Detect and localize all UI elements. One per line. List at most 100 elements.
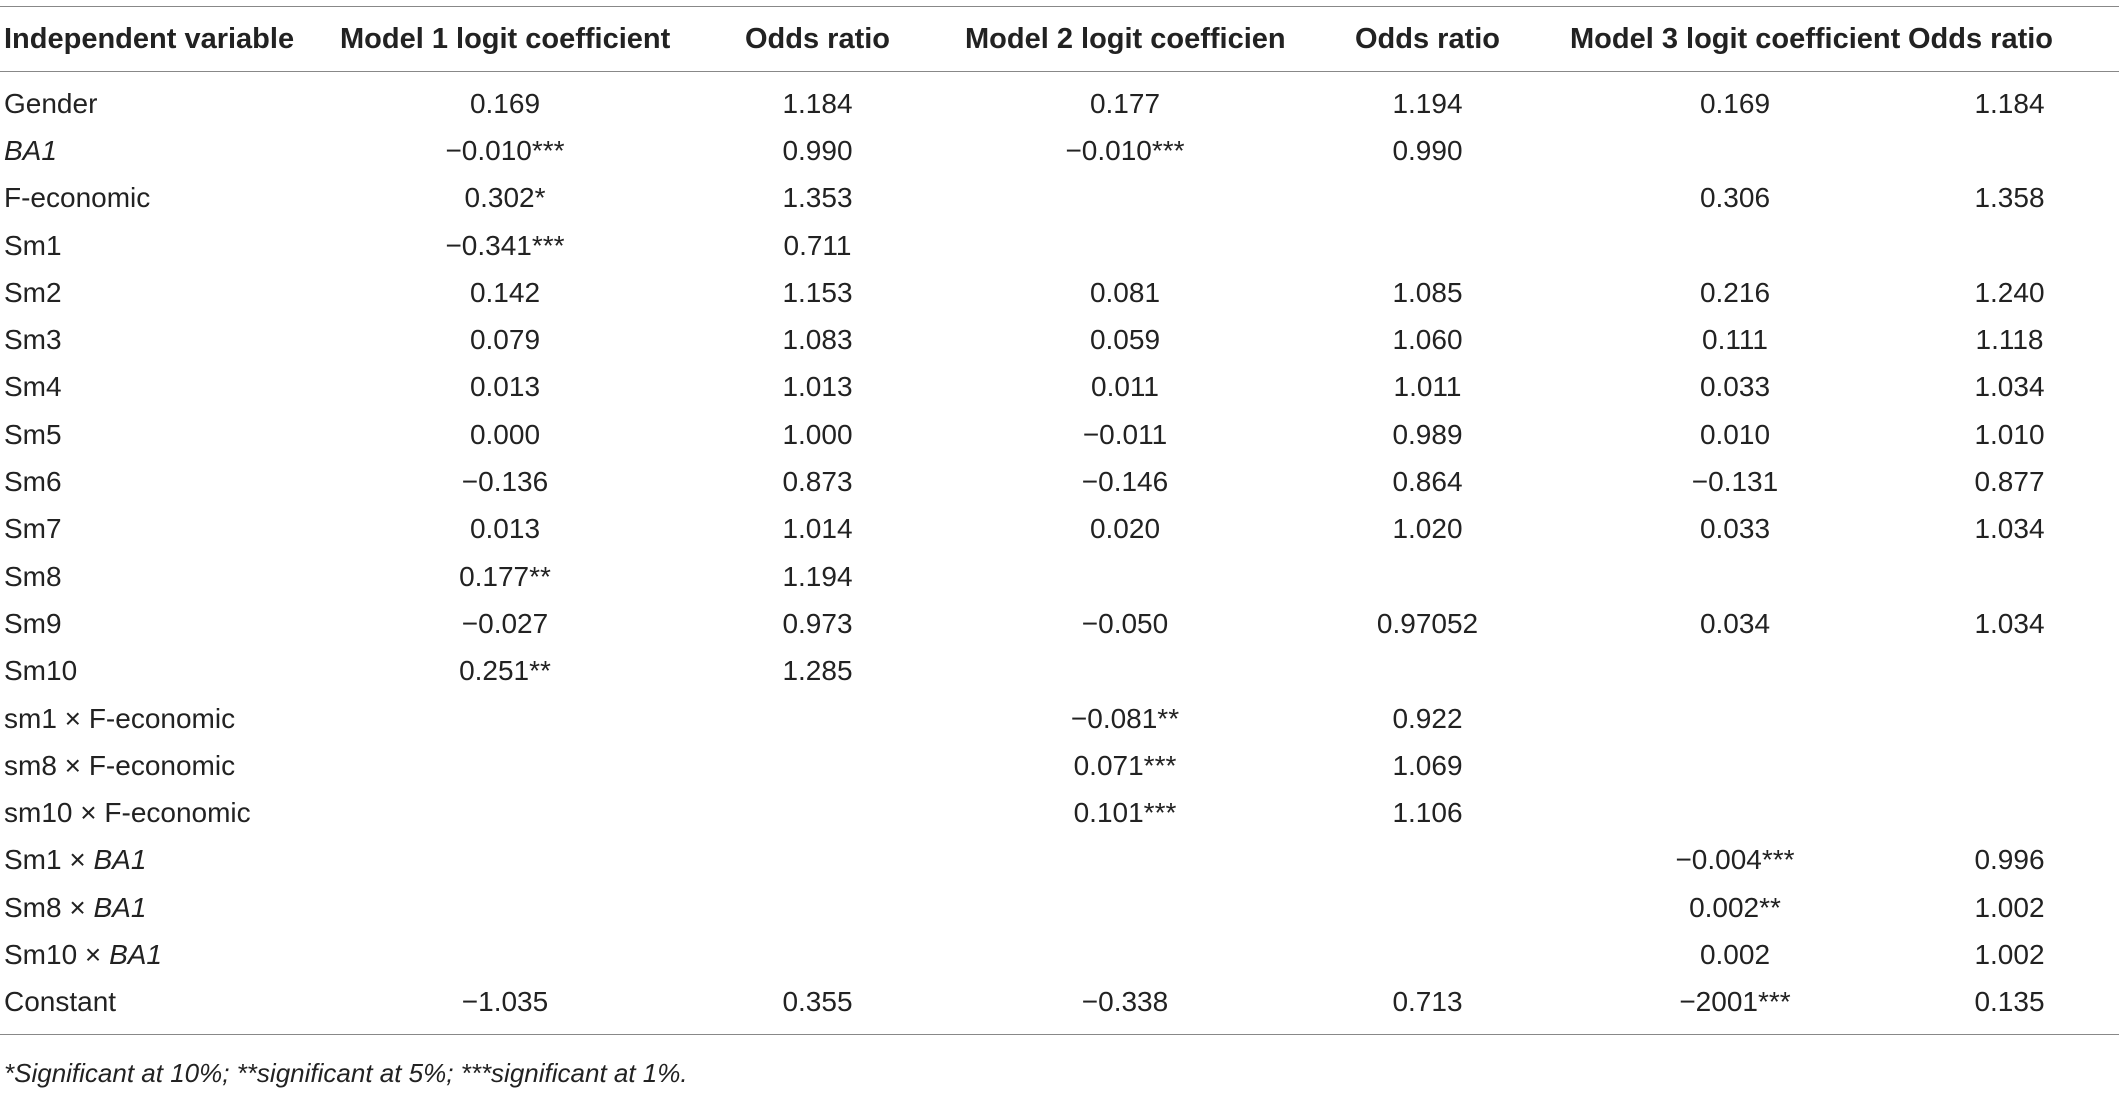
table-row: F-economic 0.302* 1.353 0.306 1.358: [0, 175, 2119, 222]
table-row: Sm2 0.142 1.153 0.081 1.085 0.216 1.240: [0, 269, 2119, 316]
cell-model1-coefficient: 0.013: [469, 371, 541, 403]
cell-model2-odds-ratio: [1285, 648, 1570, 695]
variable-suffix: BA1: [93, 891, 147, 923]
cell-model2-coefficient: 0.020: [1089, 513, 1161, 545]
cell-model1-odds-ratio: [670, 789, 965, 836]
cell-model3-coefficient: 0.169: [1699, 87, 1771, 119]
cell-model3-coefficient: 0.033: [1699, 371, 1771, 403]
cell-model1-coefficient: −0.027: [461, 607, 549, 639]
cell-model1-odds-ratio: 0.711: [783, 229, 852, 261]
table-row: Sm1 × BA1 −0.004*** 0.996: [0, 837, 2119, 884]
cell-model2-odds-ratio: [1285, 553, 1570, 600]
cell-variable: BA1: [0, 127, 340, 174]
cell-model3-odds-ratio: 1.118: [1975, 324, 2044, 356]
table-row: Gender 0.169 1.184 0.177 1.194 0.169 1.184: [0, 72, 2119, 128]
cell-model1-odds-ratio: 1.000: [782, 418, 853, 450]
cell-model2-odds-ratio: [1285, 931, 1570, 978]
cell-variable: Sm10 × BA1: [0, 931, 340, 978]
cell-variable: Sm8 × BA1: [0, 884, 340, 931]
cell-model3-coefficient: [1570, 742, 1900, 789]
variable-name: Sm5: [4, 418, 62, 450]
variable-name: Sm4: [4, 371, 62, 403]
cell-model1-odds-ratio: 1.285: [782, 655, 853, 687]
cell-model2-coefficient: 0.081: [1089, 276, 1161, 308]
cell-model1-coefficient: [340, 931, 670, 978]
cell-model2-odds-ratio: [1285, 222, 1570, 269]
cell-model2-odds-ratio: 1.106: [1392, 797, 1463, 829]
variable-name: BA1: [4, 134, 57, 166]
cell-model2-odds-ratio: [1285, 884, 1570, 931]
cell-model1-coefficient: 0.302*: [464, 182, 546, 214]
cell-model1-odds-ratio: [670, 884, 965, 931]
table-row: Sm10 0.251** 1.285: [0, 648, 2119, 695]
table-footnote: *Significant at 10%; **significant at 5%…: [4, 1058, 688, 1088]
table-row: Sm7 0.013 1.014 0.020 1.020 0.033 1.034: [0, 506, 2119, 553]
cell-model3-coefficient: 0.002**: [1689, 891, 1781, 923]
cell-model1-coefficient: −0.010***: [445, 134, 565, 166]
cell-model3-odds-ratio: 1.240: [1974, 276, 2045, 308]
variable-prefix: Sm10 ×: [4, 938, 110, 970]
table-row: sm10 × F-economic 0.101*** 1.106: [0, 789, 2119, 836]
cell-variable: Gender: [0, 72, 340, 128]
cell-model3-odds-ratio: [1900, 695, 2119, 742]
cell-model2-odds-ratio: 0.990: [1392, 134, 1463, 166]
table-row: Sm4 0.013 1.013 0.011 1.011 0.033 1.034: [0, 364, 2119, 411]
cell-model3-odds-ratio: 1.034: [1974, 607, 2045, 639]
cell-model3-odds-ratio: 1.358: [1974, 182, 2045, 214]
table-row: Sm10 × BA1 0.002 1.002: [0, 931, 2119, 978]
cell-model1-odds-ratio: 1.013: [782, 371, 853, 403]
cell-variable: sm10 × F-economic: [0, 789, 340, 836]
cell-variable: Sm9: [0, 600, 340, 647]
table-row: sm8 × F-economic 0.071*** 1.069: [0, 742, 2119, 789]
cell-model2-odds-ratio: 1.020: [1392, 513, 1463, 545]
variable-prefix: sm1 ×: [4, 702, 89, 734]
cell-model3-coefficient: −0.004***: [1675, 844, 1795, 876]
table-row: Sm8 × BA1 0.002** 1.002: [0, 884, 2119, 931]
cell-model3-coefficient: [1570, 648, 1900, 695]
variable-prefix: Sm8 ×: [4, 891, 94, 923]
cell-model2-coefficient: 0.011: [1091, 371, 1159, 403]
variable-name: Sm8: [4, 560, 62, 592]
header-model3-odds-ratio: Odds ratio: [1908, 22, 2054, 55]
header-model1-odds-ratio: Odds ratio: [744, 22, 890, 55]
cell-variable: Sm2: [0, 269, 340, 316]
table-row: Sm6 −0.136 0.873 −0.146 0.864 −0.131 0.877: [0, 458, 2119, 505]
cell-variable: Sm8: [0, 553, 340, 600]
cell-model1-coefficient: −1.035: [461, 986, 549, 1018]
table-row: Sm5 0.000 1.000 −0.011 0.989 0.010 1.010: [0, 411, 2119, 458]
header-row: Independent variable Model 1 logit coeff…: [0, 6, 2119, 72]
cell-model1-coefficient: 0.177**: [459, 560, 551, 592]
variable-name: Gender: [4, 87, 98, 119]
cell-model1-coefficient: 0.000: [469, 418, 541, 450]
table-row: BA1 −0.010*** 0.990 −0.010*** 0.990: [0, 127, 2119, 174]
cell-model3-coefficient: 0.111: [1702, 324, 1768, 356]
cell-model2-odds-ratio: 0.989: [1392, 418, 1463, 450]
cell-model1-coefficient: 0.013: [469, 513, 541, 545]
cell-variable: sm1 × F-economic: [0, 695, 340, 742]
cell-variable: Sm7: [0, 506, 340, 553]
cell-model3-odds-ratio: [1900, 553, 2119, 600]
cell-model3-odds-ratio: [1900, 648, 2119, 695]
cell-model2-odds-ratio: 1.011: [1393, 371, 1462, 403]
variable-name: F-economic: [4, 182, 151, 214]
cell-model2-coefficient: −0.146: [1081, 466, 1169, 498]
cell-model3-coefficient: 0.034: [1699, 607, 1771, 639]
cell-model3-coefficient: −0.131: [1691, 466, 1779, 498]
cell-variable: Sm3: [0, 316, 340, 363]
cell-model3-coefficient: 0.216: [1699, 276, 1771, 308]
cell-model3-odds-ratio: 0.135: [1974, 986, 2045, 1018]
variable-suffix: F-economic: [88, 749, 236, 781]
variable-name: Sm3: [4, 324, 62, 356]
cell-model1-coefficient: −0.341***: [445, 229, 565, 261]
cell-model1-odds-ratio: 1.014: [782, 513, 853, 545]
table-header: Independent variable Model 1 logit coeff…: [0, 6, 2119, 72]
variable-prefix: sm8 ×: [4, 749, 89, 781]
cell-model3-coefficient: −2001***: [1679, 986, 1791, 1018]
variable-name: Sm2: [4, 276, 62, 308]
cell-variable: Sm1: [0, 222, 340, 269]
cell-model1-odds-ratio: 1.083: [782, 324, 853, 356]
cell-model1-odds-ratio: 0.973: [782, 607, 853, 639]
cell-model2-odds-ratio: 1.194: [1392, 87, 1463, 119]
cell-model3-odds-ratio: [1900, 742, 2119, 789]
